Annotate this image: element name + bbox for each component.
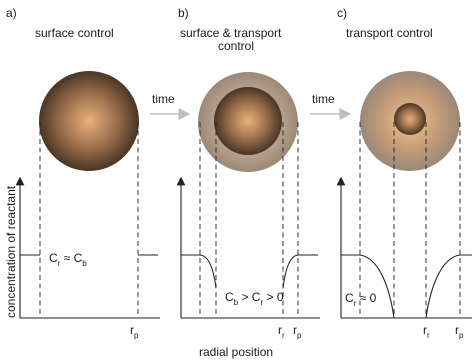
particle-b-core	[214, 87, 282, 155]
panel-b-title-line2: control	[218, 39, 254, 53]
y-axis-label: concentration of reactant	[4, 185, 18, 318]
panel-c-curve-left	[341, 254, 395, 319]
panel-c-title: transport control	[346, 26, 433, 40]
panel-c-curve-right	[425, 254, 472, 319]
panel-b-title-line1: surface & transport	[180, 26, 282, 40]
panel-c-letter: c)	[337, 6, 347, 20]
panel-c-rr-tick: rr	[423, 323, 430, 340]
panel-b-annotation: Cb > Cr > 0	[225, 290, 284, 307]
panel-a-letter: a)	[6, 6, 17, 20]
panel-a-rp-tick: rp	[130, 323, 139, 340]
particle-c-core	[394, 103, 426, 135]
panel-b-letter: b)	[178, 6, 189, 20]
panel-a-annotation: Cr ≈ Cb	[49, 251, 87, 268]
particle-a	[39, 71, 139, 171]
panel-b-curve-left	[181, 254, 217, 289]
panel-b-rr-tick: rr	[278, 323, 285, 340]
panel-c-rp-tick: rp	[455, 323, 464, 340]
panel-a-title: surface control	[35, 26, 114, 40]
time-label-1: time	[152, 92, 175, 106]
panel-b-rp-tick: rp	[293, 323, 302, 340]
time-label-2: time	[312, 92, 335, 106]
x-axis-label: radial position	[199, 345, 273, 359]
panel-c-annotation: Cr ≈ 0	[345, 291, 377, 308]
panel-b-curve-right	[282, 254, 318, 289]
